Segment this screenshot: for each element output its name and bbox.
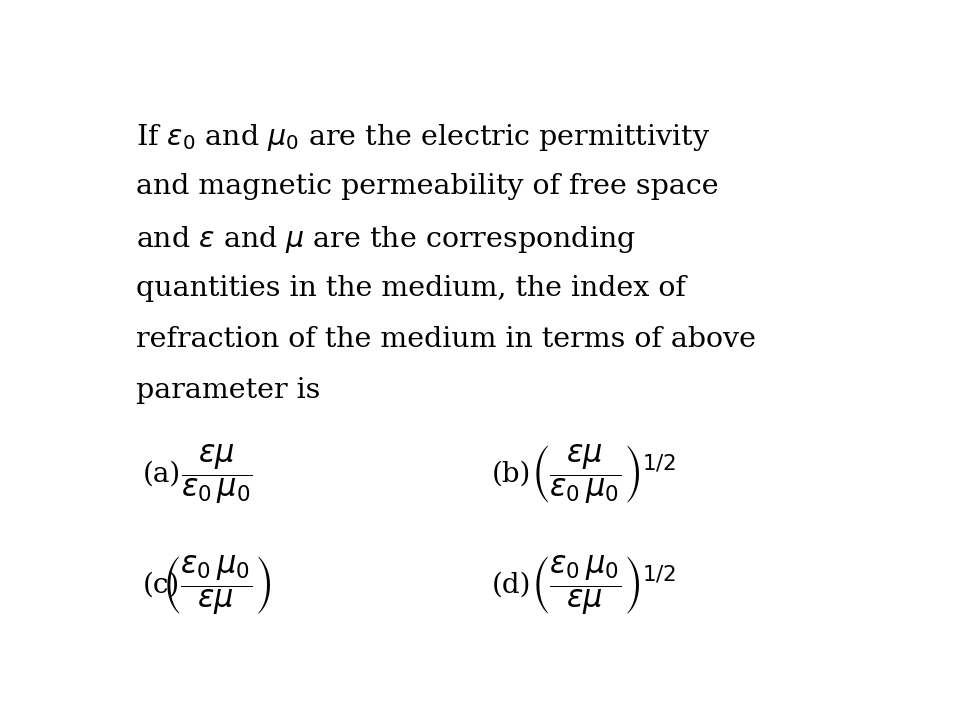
Text: parameter is: parameter is — [136, 377, 321, 405]
Text: (a): (a) — [142, 461, 180, 488]
Text: (d): (d) — [492, 572, 532, 599]
Text: and magnetic permeability of free space: and magnetic permeability of free space — [136, 174, 719, 200]
Text: and $\varepsilon$ and $\mu$ are the corresponding: and $\varepsilon$ and $\mu$ are the corr… — [136, 225, 636, 256]
Text: quantities in the medium, the index of: quantities in the medium, the index of — [136, 276, 686, 302]
Text: $\left(\dfrac{\varepsilon_0\,\mu_0}{\varepsilon\mu}\right)^{1/2}$: $\left(\dfrac{\varepsilon_0\,\mu_0}{\var… — [531, 554, 676, 617]
Text: $\left(\dfrac{\varepsilon\mu}{\varepsilon_0\,\mu_0}\right)^{1/2}$: $\left(\dfrac{\varepsilon\mu}{\varepsilo… — [531, 443, 676, 506]
Text: $\left(\dfrac{\varepsilon_0\,\mu_0}{\varepsilon\mu}\right)$: $\left(\dfrac{\varepsilon_0\,\mu_0}{\var… — [162, 554, 272, 617]
Text: (c): (c) — [142, 572, 180, 599]
Text: If $\varepsilon_0$ and $\mu_0$ are the electric permittivity: If $\varepsilon_0$ and $\mu_0$ are the e… — [136, 122, 710, 153]
Text: (b): (b) — [492, 461, 532, 488]
Text: refraction of the medium in terms of above: refraction of the medium in terms of abo… — [136, 326, 756, 354]
Text: $\dfrac{\varepsilon\mu}{\varepsilon_0\,\mu_0}$: $\dfrac{\varepsilon\mu}{\varepsilon_0\,\… — [180, 443, 252, 506]
